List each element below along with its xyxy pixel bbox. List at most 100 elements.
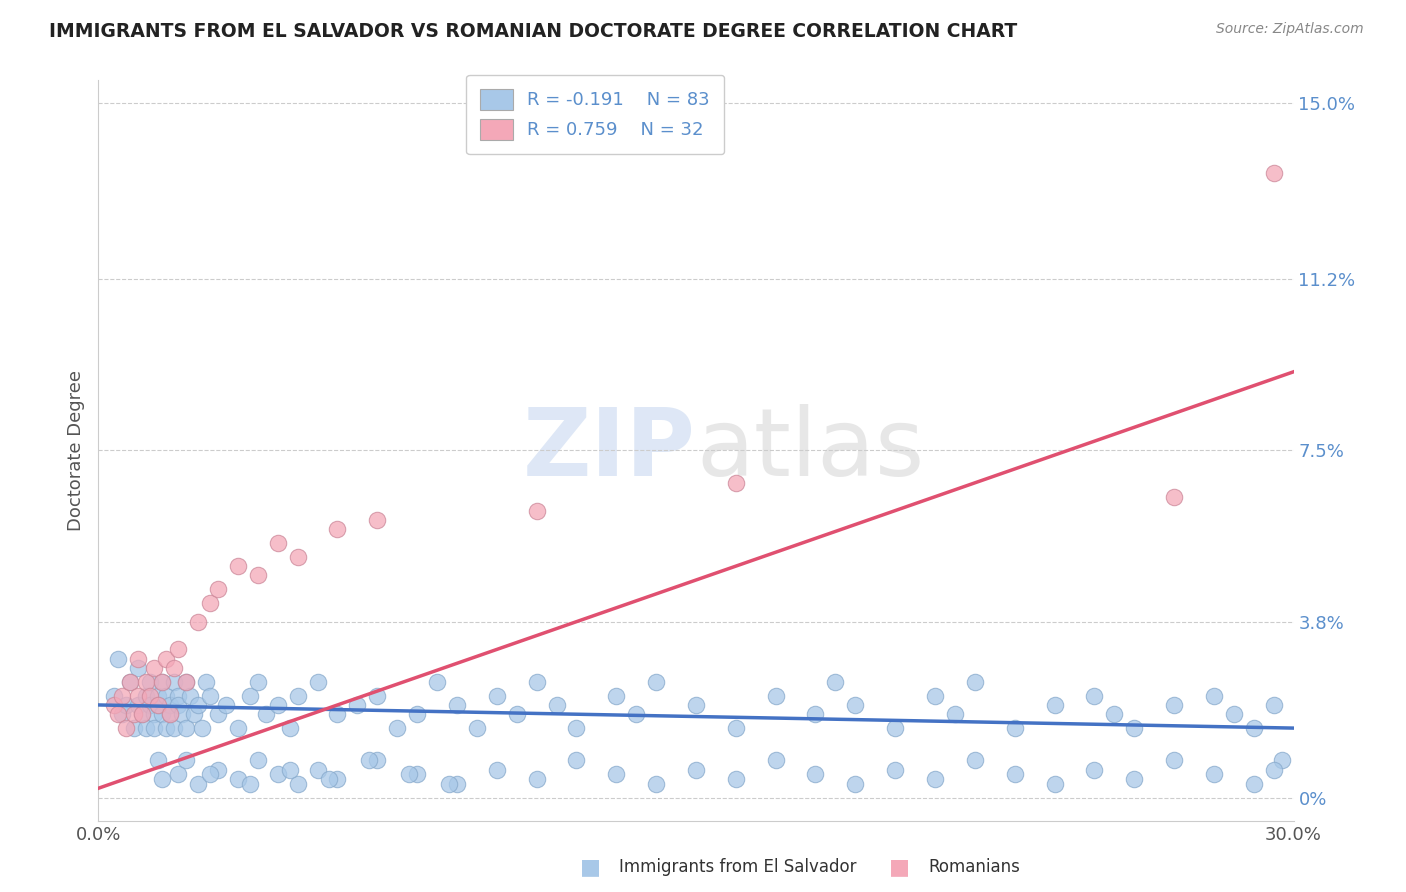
Point (150, 707, 173, 722)
Point (1163, 490, 1185, 504)
Point (724, 772, 747, 786)
Point (172, 707, 194, 722)
Point (287, 776, 309, 791)
Point (526, 772, 548, 786)
Point (127, 661, 149, 675)
Point (148, 698, 170, 712)
Point (163, 674, 186, 689)
Point (187, 776, 209, 791)
Point (685, 763, 707, 777)
Point (187, 615, 209, 629)
Point (174, 721, 197, 735)
Point (143, 661, 166, 675)
Point (150, 674, 173, 689)
Point (1243, 776, 1265, 791)
Point (605, 689, 627, 703)
Point (246, 754, 269, 768)
Point (207, 707, 229, 722)
Point (884, 721, 907, 735)
Point (155, 689, 177, 703)
Point (135, 674, 157, 689)
Point (346, 698, 368, 712)
Point (183, 707, 205, 722)
Point (765, 689, 787, 703)
Point (198, 767, 221, 781)
Y-axis label: Doctorate Degree: Doctorate Degree (66, 370, 84, 531)
Text: ■: ■ (890, 857, 910, 877)
Point (307, 763, 329, 777)
Point (143, 721, 166, 735)
Point (278, 721, 301, 735)
Point (326, 772, 349, 786)
Point (1263, 698, 1285, 712)
Point (159, 707, 181, 722)
Point (246, 674, 269, 689)
Point (724, 721, 747, 735)
Point (1263, 763, 1285, 777)
Point (115, 698, 138, 712)
Point (155, 721, 177, 735)
Point (385, 721, 409, 735)
Point (167, 642, 190, 657)
Point (226, 559, 249, 574)
Point (111, 707, 134, 722)
Point (115, 721, 138, 735)
Point (187, 698, 209, 712)
Point (239, 776, 262, 791)
Point (287, 689, 309, 703)
Point (1104, 707, 1126, 722)
Point (1083, 689, 1105, 703)
Point (148, 754, 170, 768)
Point (163, 721, 186, 735)
Point (198, 689, 221, 703)
Point (446, 698, 468, 712)
Point (1004, 721, 1026, 735)
Point (645, 776, 668, 791)
Point (307, 674, 329, 689)
Point (179, 689, 201, 703)
Point (267, 536, 290, 550)
Point (159, 698, 181, 712)
Point (565, 754, 588, 768)
Point (326, 707, 349, 722)
Point (107, 707, 129, 722)
Point (963, 754, 986, 768)
Point (506, 707, 529, 722)
Point (103, 689, 125, 703)
Point (120, 674, 142, 689)
Point (685, 698, 707, 712)
Point (485, 689, 508, 703)
Point (1123, 772, 1146, 786)
Point (127, 651, 149, 665)
Point (127, 689, 149, 703)
Point (546, 698, 568, 712)
Point (246, 568, 269, 582)
Point (167, 767, 190, 781)
Point (526, 503, 548, 517)
Point (267, 767, 290, 781)
Point (111, 689, 134, 703)
Point (398, 767, 420, 781)
Point (406, 707, 429, 722)
Point (195, 674, 218, 689)
Point (139, 698, 162, 712)
Point (1043, 698, 1066, 712)
Point (124, 707, 146, 722)
Point (1004, 767, 1026, 781)
Point (150, 674, 173, 689)
Point (139, 689, 162, 703)
Point (526, 674, 548, 689)
Point (167, 698, 190, 712)
Point (254, 707, 277, 722)
Point (159, 707, 181, 722)
Text: Source: ZipAtlas.com: Source: ZipAtlas.com (1216, 22, 1364, 37)
Legend: R = -0.191    N = 83, R = 0.759    N = 32: R = -0.191 N = 83, R = 0.759 N = 32 (465, 75, 724, 154)
Point (124, 721, 146, 735)
Point (267, 698, 290, 712)
Point (824, 674, 846, 689)
Point (139, 674, 162, 689)
Point (366, 689, 388, 703)
Point (120, 674, 142, 689)
Point (446, 776, 468, 791)
Point (207, 582, 229, 597)
